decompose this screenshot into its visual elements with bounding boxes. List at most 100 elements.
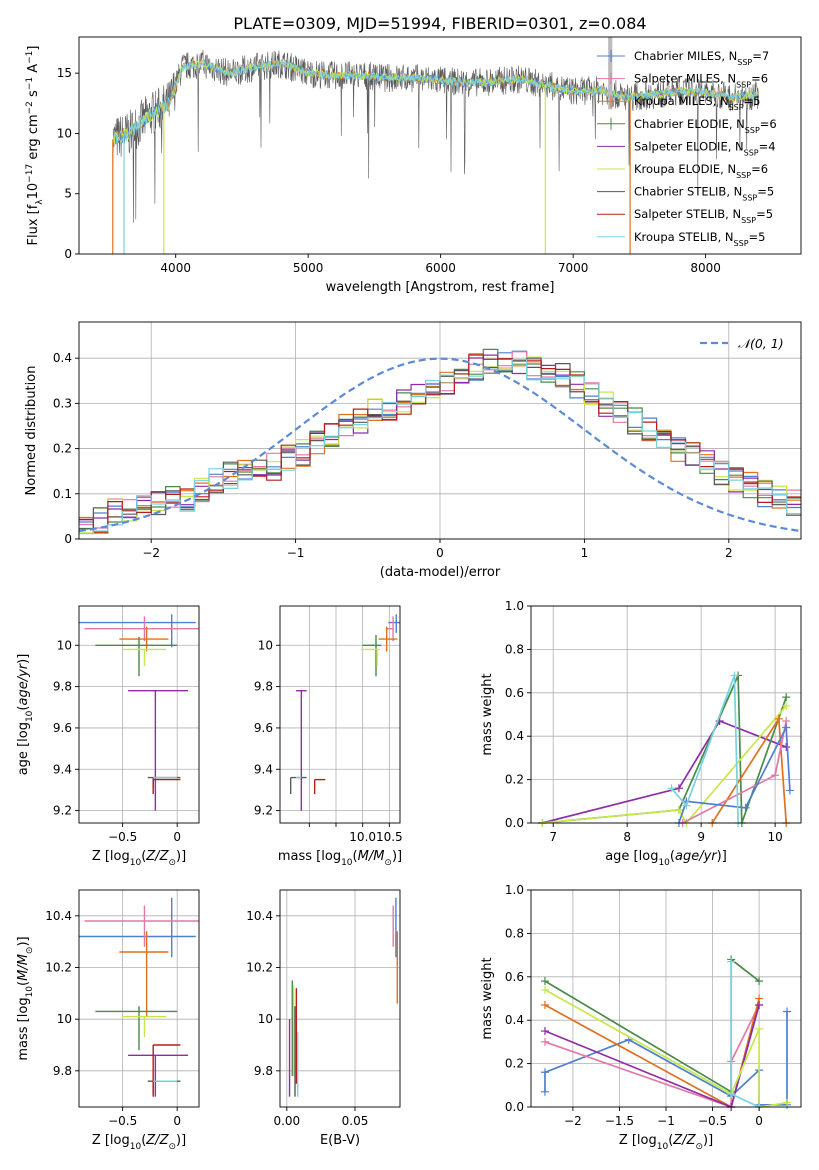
legend-label-main: Salpeter STELIB, N [634,207,741,221]
spectrum-line [112,59,759,145]
y-tick-label: 10.2 [45,961,72,975]
weight-marker [540,1001,549,1010]
y-tick-label: 0 [64,247,72,261]
weight-marker [727,957,736,966]
y-tick-label: 10 [57,638,72,652]
x-tick-label: 7000 [558,261,589,275]
weight-line [544,998,760,1107]
weight-marker [682,801,691,810]
label-part: −2 [25,101,35,114]
histogram-step [79,357,801,530]
x-axis-label: mass [log10(M/M⊙)] [278,849,402,868]
x-axis-label: (data-model)/error [380,565,501,580]
label-part: Z [log [92,849,130,864]
legend-label-sub: SSP [736,171,751,180]
spectrum-line [112,50,759,223]
label-part: Flux [f [26,204,41,245]
y-axis-label: mass [log10(M/M⊙)] [16,936,35,1060]
y-tick-label: 0.8 [505,926,524,940]
legend-label: Chabrier STELIB, NSSP=5 [634,185,774,203]
label-part: mass [log [16,997,31,1060]
y-tick-label: 9.8 [53,1064,72,1078]
label-part: erg cm [26,114,41,163]
legend-label-suffix: =5 [757,185,774,199]
legend-label: Kroupa ELODIE, NSSP=6 [634,162,768,180]
weight-marker [540,977,549,986]
label-part: ( [16,981,31,986]
label-part: ] [26,46,41,51]
weight-marker [727,1089,736,1098]
x-tick-label: 9 [697,830,705,844]
y-tick-label: 1.0 [505,599,524,613]
label-part: 10 [130,1142,142,1152]
x-tick-label: 1 [581,546,589,560]
legend-label: Kroupa MILES, NSSP=5 [634,94,760,112]
label-part: M/M [16,954,31,981]
x-tick-label: −0.5 [698,1114,727,1128]
label-part: ( [353,849,358,864]
weight-marker [730,671,739,680]
histogram-step [79,356,801,534]
legend-label-suffix: =7 [752,49,769,63]
normal-curve [79,357,801,533]
x-tick-label: −2 [142,546,160,560]
label-part: )] [176,849,186,864]
y-axis-label: age [log10(age/yr)] [16,654,35,776]
label-part: 10 [26,183,41,200]
weight-marker [782,701,791,710]
legend-label-sub: SSP [745,125,760,134]
x-tick-label: −1 [287,546,305,560]
x-tick-label: 6000 [425,261,456,275]
y-tick-label: 0.2 [53,442,72,456]
label-part: mass weight [480,673,495,755]
y-tick-label: 0.8 [505,642,524,656]
x-tick-label: 0 [755,1114,763,1128]
x-tick-label: 0.00 [273,1114,300,1128]
label-part: ⊙ [384,858,392,868]
label-part: )] [176,1133,186,1148]
y-axis-label: mass weight [480,673,495,755]
weight-marker [667,784,676,793]
label-part: ⊙ [695,1142,703,1152]
weight_vs_Z-panel: −2 −1.5 −1 −0.5 0 0.0 0.2 0.4 0.6 0.8 1.0 Z [log10(… [480,883,802,1152]
legend-label-sub: SSP [741,216,756,225]
x-tick-label: 0 [173,830,181,844]
weight-marker [540,985,549,994]
weight-marker [540,1068,549,1077]
legend-label-sub: SSP [729,103,744,112]
legend-label: 𝒩(0, 1) [738,336,784,351]
label-part: λ [35,199,45,205]
y-tick-label: 0.1 [53,487,72,501]
axes-frame [530,605,802,824]
histogram-step [79,359,801,535]
legend-label: Salpeter ELODIE, NSSP=4 [634,139,776,157]
legend-label: Kroupa STELIB, NSSP=5 [634,230,765,248]
x-tick-label: 8000 [690,261,721,275]
label-part: 10 [25,986,35,998]
label-part: (data-model)/error [380,565,501,580]
label-part: ( [668,1133,673,1148]
y-tick-label: 9.4 [254,762,273,776]
legend-label-main: Chabrier ELODIE, N [634,117,745,131]
weight-marker [540,1037,549,1046]
label-part: 10 [341,858,353,868]
legend-label-main: Salpeter MILES, N [634,72,736,86]
y-tick-label: 9.2 [53,804,72,818]
label-part: s [26,90,41,101]
label-part: Z [log [92,1133,130,1148]
label-part: −17 [25,164,35,183]
weight-marker [782,693,791,702]
x-tick-label: 2 [725,546,733,560]
y-tick-label: 9.8 [254,680,273,694]
label-part: −1 [25,51,35,64]
weight-marker [540,1027,549,1036]
legend-label-suffix: =4 [759,139,776,153]
legend-label: Salpeter MILES, NSSP=6 [634,72,768,90]
label-part: age [log [16,722,31,775]
y-axis-label: mass weight [480,957,495,1039]
y-tick-label: 10 [258,638,273,652]
label-part: mass weight [480,957,495,1039]
weight-marker [540,1087,549,1096]
